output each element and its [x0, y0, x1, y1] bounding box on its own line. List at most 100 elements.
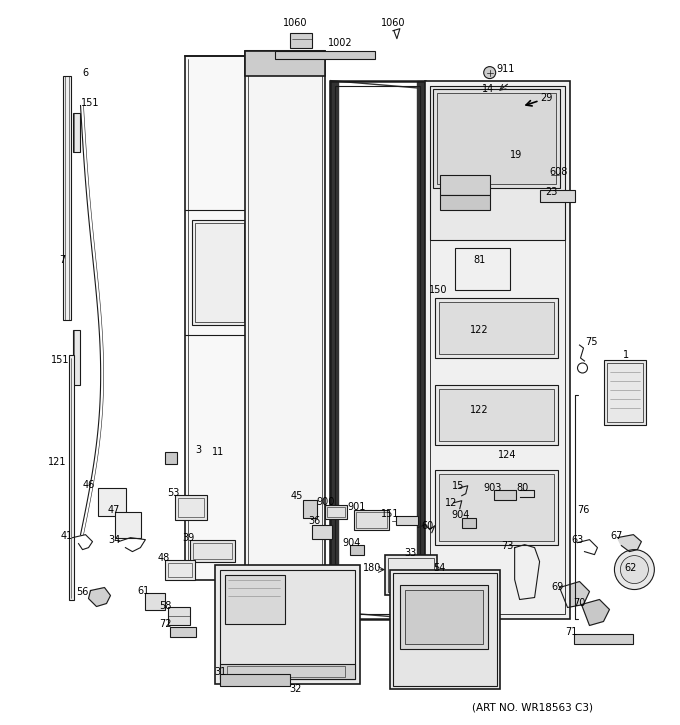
Text: 151: 151 — [381, 509, 399, 518]
Polygon shape — [245, 51, 325, 54]
Bar — [327, 507, 345, 517]
Bar — [605, 360, 647, 425]
Text: 31: 31 — [214, 668, 226, 677]
Polygon shape — [435, 441, 551, 445]
Bar — [435, 385, 558, 445]
Polygon shape — [435, 354, 551, 358]
Bar — [175, 494, 207, 520]
Bar — [440, 195, 490, 210]
Bar — [220, 664, 355, 679]
Polygon shape — [330, 80, 425, 88]
Bar — [439, 302, 554, 354]
Bar — [325, 505, 347, 518]
Bar — [396, 515, 418, 525]
Bar — [430, 86, 564, 240]
Text: 903: 903 — [483, 483, 502, 493]
Text: 72: 72 — [159, 619, 171, 629]
Text: 73: 73 — [501, 541, 514, 550]
Text: 67: 67 — [610, 531, 623, 541]
Text: 124: 124 — [498, 450, 517, 460]
Text: 15: 15 — [452, 481, 464, 491]
Bar — [169, 563, 192, 576]
Bar — [178, 498, 204, 517]
Polygon shape — [617, 534, 641, 552]
Bar — [171, 627, 197, 637]
Circle shape — [615, 550, 654, 589]
Bar — [245, 51, 325, 75]
Bar — [290, 33, 312, 48]
Text: 180: 180 — [362, 563, 381, 573]
Bar — [607, 363, 643, 422]
Text: 904: 904 — [343, 538, 361, 547]
Bar — [330, 80, 425, 619]
Bar — [430, 86, 564, 615]
Bar — [388, 558, 434, 592]
Polygon shape — [88, 587, 110, 607]
Text: (ART NO. WR18563 C3): (ART NO. WR18563 C3) — [472, 703, 593, 712]
Text: 14: 14 — [481, 83, 494, 94]
Text: 1: 1 — [624, 350, 630, 360]
Text: 53: 53 — [167, 488, 180, 498]
Bar — [400, 584, 488, 650]
Polygon shape — [430, 242, 564, 252]
Bar — [186, 56, 253, 579]
Text: 76: 76 — [577, 505, 590, 515]
Text: 34: 34 — [108, 534, 120, 544]
Text: 39: 39 — [182, 533, 194, 542]
Bar — [192, 220, 248, 325]
Text: 150: 150 — [428, 285, 447, 295]
Text: 69: 69 — [551, 581, 564, 592]
Bar — [335, 86, 420, 615]
Text: 121: 121 — [48, 457, 67, 467]
Text: 7: 7 — [59, 255, 66, 265]
Bar — [69, 355, 73, 600]
Bar — [275, 51, 375, 59]
Text: 61: 61 — [137, 586, 150, 595]
Polygon shape — [581, 600, 609, 626]
Text: 1060: 1060 — [381, 17, 405, 28]
Text: 11: 11 — [212, 447, 224, 457]
Bar — [439, 473, 554, 541]
Bar — [425, 80, 570, 619]
Bar — [220, 674, 290, 687]
Bar — [356, 512, 387, 528]
Bar — [190, 539, 235, 562]
Bar — [225, 575, 285, 624]
Polygon shape — [560, 581, 590, 608]
Text: 56: 56 — [76, 587, 88, 597]
Ellipse shape — [476, 286, 494, 294]
Bar — [193, 542, 233, 558]
Bar — [435, 470, 558, 544]
Bar — [312, 525, 332, 539]
Text: 54: 54 — [434, 563, 446, 573]
Bar — [169, 608, 190, 626]
Text: 23: 23 — [545, 187, 558, 197]
Text: 122: 122 — [471, 405, 489, 415]
Bar — [432, 88, 560, 188]
Text: 29: 29 — [541, 93, 553, 102]
Text: 45: 45 — [291, 491, 303, 501]
Text: 46: 46 — [82, 480, 95, 490]
Bar — [462, 518, 476, 528]
Text: 47: 47 — [107, 505, 120, 515]
Circle shape — [312, 597, 348, 632]
Bar — [494, 490, 515, 500]
Text: 911: 911 — [496, 64, 515, 74]
Bar — [73, 330, 80, 385]
Bar — [440, 175, 490, 195]
Bar — [455, 248, 509, 290]
Circle shape — [547, 168, 562, 183]
Bar — [220, 570, 355, 679]
Bar — [540, 191, 575, 202]
Text: 48: 48 — [157, 552, 169, 563]
Polygon shape — [330, 80, 338, 619]
Text: 36: 36 — [308, 515, 320, 526]
Polygon shape — [515, 544, 540, 600]
Text: 904: 904 — [452, 510, 470, 520]
Bar — [385, 555, 437, 594]
Bar — [350, 544, 364, 555]
Text: 63: 63 — [571, 534, 583, 544]
Text: 901: 901 — [347, 502, 366, 512]
Polygon shape — [330, 611, 425, 619]
Circle shape — [483, 67, 496, 78]
